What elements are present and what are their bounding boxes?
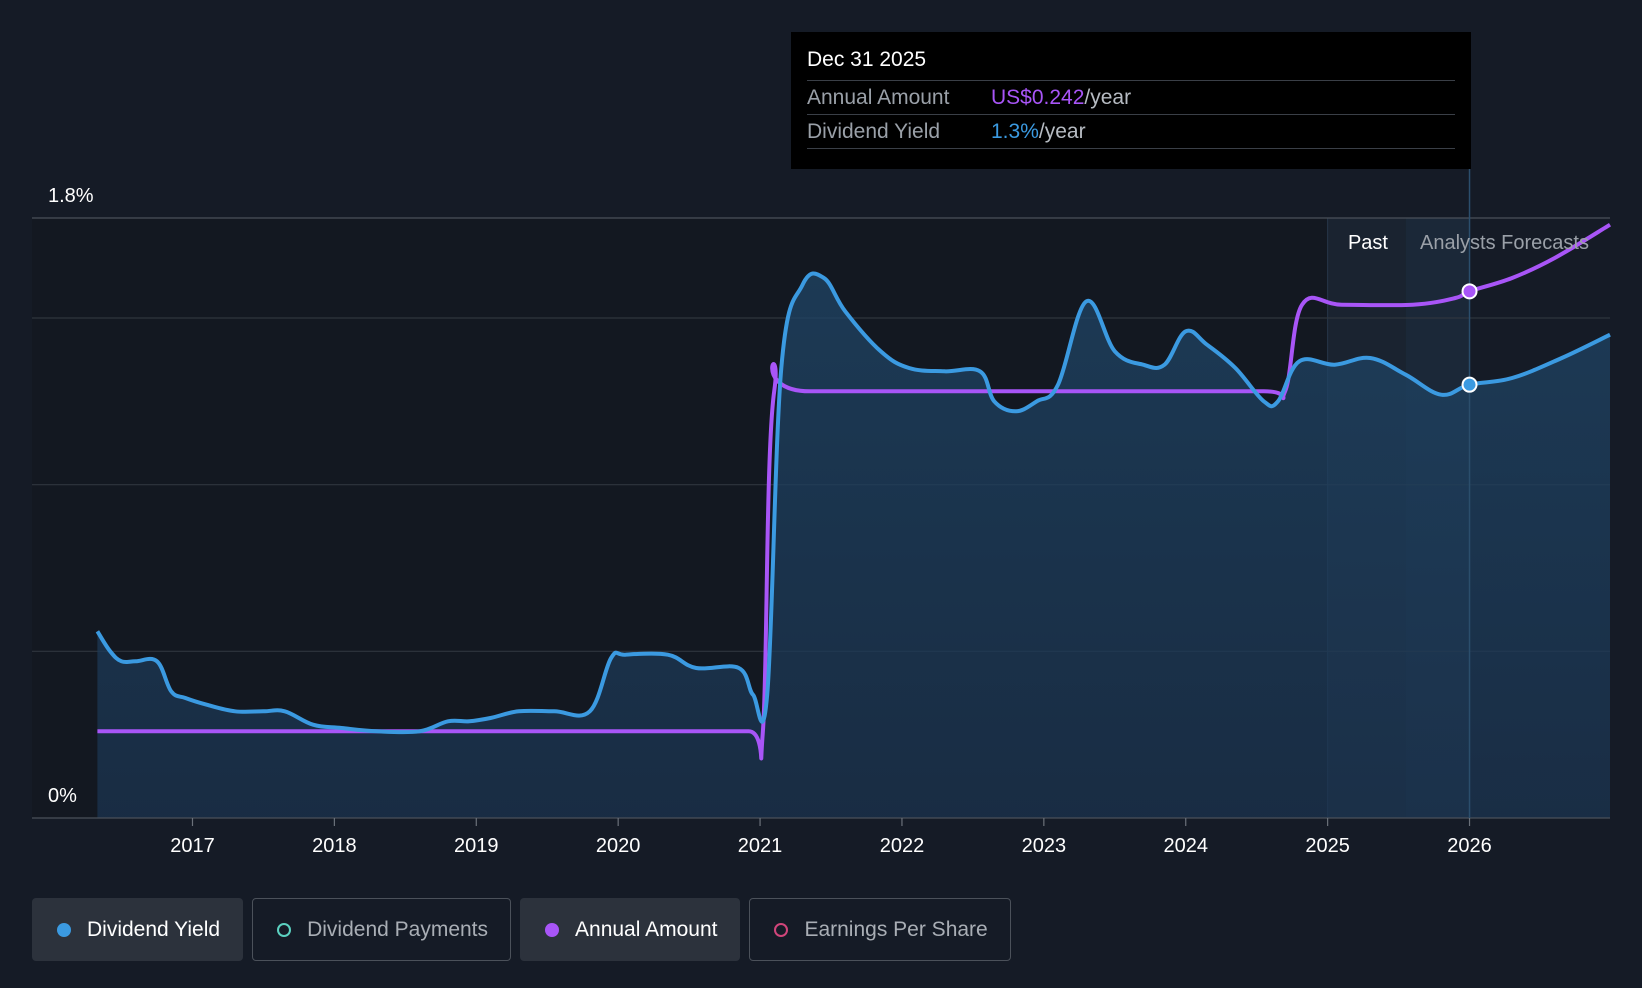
tooltip-dividend-yield-unit: /year bbox=[1038, 120, 1086, 143]
legend-label-earnings-per-share: Earnings Per Share bbox=[804, 917, 988, 941]
legend-ring-icon bbox=[774, 922, 789, 937]
tooltip-annual-amount-value: US$0.242 bbox=[991, 86, 1085, 109]
past-region-label: Past bbox=[1348, 232, 1388, 254]
tooltip-row-dividend-yield: Dividend Yield 1.3%/year bbox=[807, 115, 1455, 149]
x-tick-label: 2017 bbox=[170, 835, 215, 857]
tooltip-annual-amount-label: Annual Amount bbox=[807, 86, 950, 109]
dividend-yield-line bbox=[95, 271, 1611, 735]
dividend-yield-area bbox=[97, 273, 1610, 818]
legend-ring-icon bbox=[277, 922, 292, 937]
legend-label-dividend-payments: Dividend Payments bbox=[307, 917, 489, 941]
legend-toggle-dividend-yield[interactable]: Dividend Yield bbox=[32, 898, 244, 961]
legend-label-annual-amount: Annual Amount bbox=[575, 917, 718, 941]
x-tick-label: 2021 bbox=[738, 835, 783, 857]
x-tick-label: 2025 bbox=[1305, 835, 1350, 857]
legend-toggle-annual-amount[interactable]: Annual Amount bbox=[520, 898, 741, 961]
annual-amount-line bbox=[97, 222, 1612, 761]
x-tick-label: 2018 bbox=[312, 835, 357, 857]
legend-toggle-dividend-payments[interactable]: Dividend Payments bbox=[252, 898, 512, 961]
tooltip-date: Dec 31 2025 bbox=[807, 46, 1455, 81]
x-tick-label: 2023 bbox=[1022, 835, 1067, 857]
x-tick-label: 2019 bbox=[454, 835, 499, 857]
annual-amount-hover-marker bbox=[1461, 283, 1478, 300]
tooltip-dividend-yield-value: 1.3% bbox=[991, 120, 1039, 143]
y-tick-label-top: 1.8% bbox=[48, 185, 94, 207]
tooltip-dividend-yield-label: Dividend Yield bbox=[807, 120, 941, 143]
legend-toggle-earnings-per-share[interactable]: Earnings Per Share bbox=[749, 898, 1011, 961]
chart-legend: Dividend Yield Dividend Payments Annual … bbox=[32, 898, 1011, 961]
chart-tooltip: Dec 31 2025 Annual Amount US$0.242/year … bbox=[791, 32, 1471, 169]
x-tick-label: 2024 bbox=[1163, 835, 1208, 857]
legend-dot-icon bbox=[545, 922, 560, 937]
x-tick-label: 2020 bbox=[596, 835, 641, 857]
tooltip-annual-amount-unit: /year bbox=[1084, 86, 1132, 109]
x-tick-label: 2022 bbox=[880, 835, 925, 857]
forecast-region-label: Analysts Forecasts bbox=[1420, 232, 1589, 254]
legend-dot-icon bbox=[57, 922, 71, 937]
legend-label-dividend-yield: Dividend Yield bbox=[87, 917, 221, 941]
y-tick-label-bottom: 0% bbox=[48, 785, 77, 807]
tooltip-row-annual-amount: Annual Amount US$0.242/year bbox=[807, 81, 1455, 115]
x-tick-label: 2026 bbox=[1447, 835, 1492, 857]
dividend-yield-hover-marker bbox=[1461, 376, 1478, 393]
